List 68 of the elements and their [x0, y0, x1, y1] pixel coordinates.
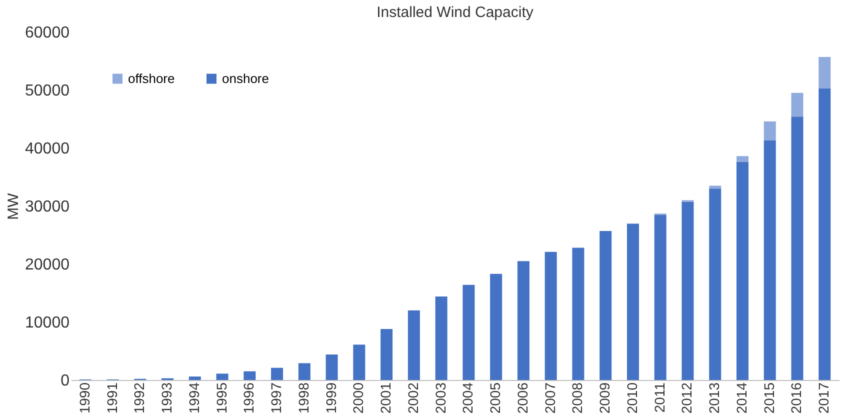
x-tick-label: 2008 [569, 382, 586, 414]
bar [736, 156, 748, 162]
y-tick-label: 20000 [25, 256, 70, 274]
y-tick-label: 0 [60, 372, 70, 390]
x-tick-label: 2011 [651, 382, 668, 413]
bar [517, 261, 530, 380]
bar [462, 284, 475, 380]
x-tick-label: 2005 [487, 382, 504, 414]
bar [709, 188, 722, 380]
x-tick-label: 1992 [131, 382, 148, 414]
chart-title: Installed Wind Capacity [376, 4, 534, 21]
bar [188, 376, 201, 380]
x-tick-label: 2003 [432, 382, 448, 414]
bar [709, 186, 722, 189]
y-tick-label: 60000 [25, 24, 70, 42]
x-tick-label: 1993 [158, 382, 175, 414]
y-tick-label: 10000 [25, 314, 70, 332]
y-tick-label: 50000 [25, 82, 70, 100]
x-tick-label: 2016 [788, 382, 804, 414]
x-tick-label: 1999 [322, 382, 339, 414]
bar [626, 224, 639, 380]
bar [490, 274, 502, 380]
bar [654, 214, 666, 380]
legend-label: offshore [128, 70, 175, 86]
x-tick-label: 2006 [514, 382, 530, 414]
bar [791, 116, 804, 380]
x-tick-label: 1996 [240, 382, 257, 414]
bar [544, 252, 557, 380]
y-axis-title: MW [5, 192, 22, 220]
y-tick-label: 30000 [25, 198, 70, 216]
x-tick-label: 2015 [760, 382, 777, 414]
bar [298, 363, 310, 380]
bar [435, 296, 448, 380]
x-tick-label: 1998 [295, 382, 312, 414]
bar [764, 121, 776, 140]
x-tick-label: 2014 [733, 382, 750, 414]
x-tick-label: 1991 [104, 382, 120, 414]
x-tick-label: 2013 [706, 382, 722, 414]
x-tick-label: 2010 [624, 382, 640, 414]
bar [326, 354, 338, 380]
bar [736, 162, 748, 380]
x-tick-label: 2001 [378, 382, 394, 414]
bar [353, 344, 366, 380]
bar [791, 92, 804, 117]
x-tick-label: 2000 [350, 382, 366, 414]
bar [818, 56, 831, 88]
x-tick-label: 2017 [816, 382, 832, 414]
bar [244, 371, 256, 380]
bar [764, 140, 776, 380]
x-tick-label: 1994 [186, 382, 202, 414]
x-tick-label: 2007 [542, 382, 558, 414]
x-tick-label: 1997 [268, 382, 284, 414]
bar [380, 328, 393, 380]
bar [682, 202, 694, 380]
x-tick-label: 2004 [460, 382, 476, 414]
bar [572, 248, 584, 380]
x-tick-label: 2002 [404, 382, 421, 414]
bar [408, 310, 420, 380]
bar [271, 368, 284, 380]
x-tick-label: 1995 [213, 382, 230, 414]
bar [600, 230, 612, 380]
x-tick-label: 2012 [678, 382, 695, 414]
x-tick-label: 2009 [596, 382, 613, 414]
bar [818, 88, 831, 380]
bar [216, 374, 228, 380]
x-tick-label: 1990 [76, 382, 92, 414]
legend-label: onshore [222, 70, 269, 86]
y-tick-label: 40000 [25, 140, 70, 158]
